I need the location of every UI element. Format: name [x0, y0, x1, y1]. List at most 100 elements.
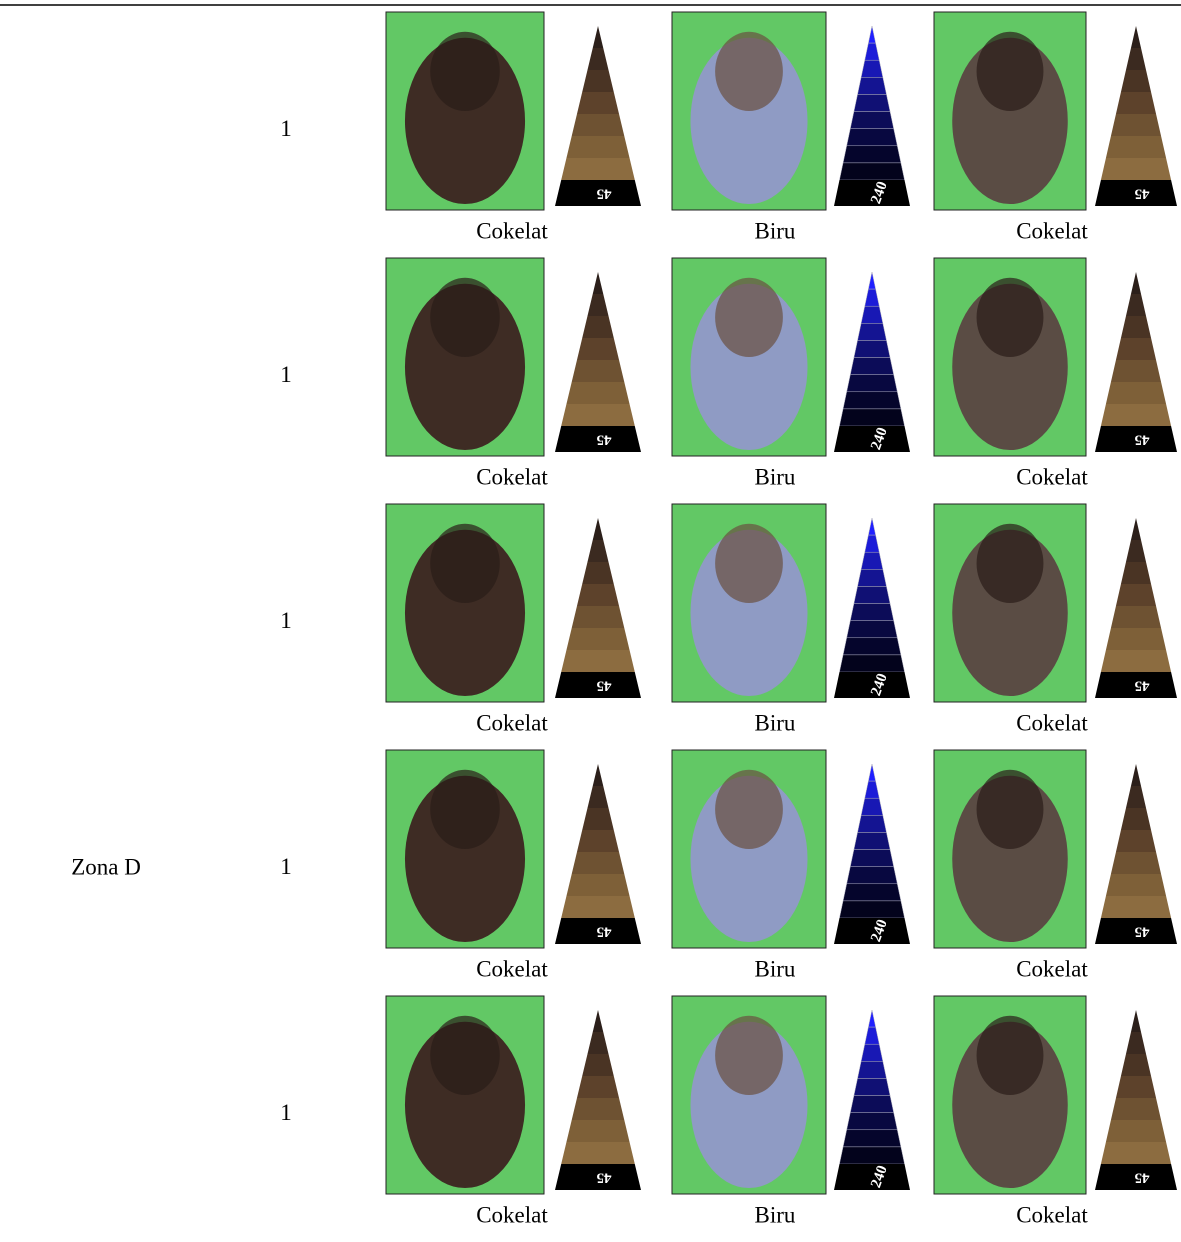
table: Zona D 145Cokelat240Biru45Cokelat145Coke… [0, 0, 1181, 1237]
scale-band [1106, 628, 1166, 650]
photo-detail [430, 278, 500, 357]
scale-band [1131, 518, 1141, 540]
color-label: Biru [755, 1202, 796, 1227]
scale-band [1126, 294, 1146, 316]
scale-band [847, 375, 898, 392]
scale-band [1131, 26, 1141, 48]
photo-detail [715, 524, 783, 603]
scale-band [850, 850, 893, 867]
scale-band [582, 70, 614, 92]
scale-band [1121, 70, 1151, 92]
scale-label: 45 [597, 1170, 612, 1186]
scale-band [850, 1096, 893, 1113]
scale-band [582, 1054, 614, 1076]
scale-band [1126, 1032, 1146, 1054]
scale-band [858, 1061, 887, 1078]
scale-label: 45 [1135, 432, 1150, 448]
scale-band [1101, 158, 1171, 180]
crab-photo [672, 258, 826, 456]
scale-band [572, 606, 625, 628]
scale-band [843, 146, 901, 163]
scale-band [1121, 808, 1151, 830]
scale-band [577, 92, 619, 114]
color-scale: 45 [555, 1010, 641, 1190]
photo-detail [430, 32, 500, 111]
crab-photo [386, 750, 544, 948]
photo-detail [430, 770, 500, 849]
scale-band [861, 60, 883, 77]
scale-band [847, 1113, 898, 1130]
scale-band [865, 781, 879, 798]
scale-band [566, 874, 629, 896]
scale-label: 45 [597, 186, 612, 202]
scale-band [587, 1032, 608, 1054]
scale-band [1116, 584, 1156, 606]
scale-label: 45 [597, 678, 612, 694]
color-scale: 45 [1095, 272, 1177, 452]
color-label: Cokelat [476, 710, 548, 735]
color-scale: 240 [834, 764, 910, 944]
color-label: Cokelat [1016, 464, 1088, 489]
scale-band [868, 272, 875, 289]
color-label: Cokelat [1016, 218, 1088, 243]
scale-band [593, 518, 604, 540]
scale-band [865, 1027, 879, 1044]
scale-band [868, 1010, 875, 1027]
scale-band [587, 786, 608, 808]
scale-band [561, 158, 635, 180]
color-scale: 45 [1095, 1010, 1177, 1190]
photo-detail [977, 278, 1044, 357]
scale-band [1111, 114, 1161, 136]
scale-band [593, 764, 604, 786]
scale-band [861, 306, 883, 323]
scale-band [566, 136, 629, 158]
scale-band [1131, 764, 1141, 786]
scale-band [1126, 48, 1146, 70]
scale-band [572, 360, 625, 382]
scale-band [865, 289, 879, 306]
scale-band [1126, 786, 1146, 808]
photo-detail [430, 524, 500, 603]
scale-band [1111, 360, 1161, 382]
crab-photo [386, 12, 544, 210]
scale-label: 45 [597, 432, 612, 448]
color-label: Cokelat [476, 464, 548, 489]
row-number: 1 [280, 116, 292, 141]
scale-band [593, 272, 604, 294]
crab-photo [934, 12, 1086, 210]
scale-band [847, 129, 898, 146]
scale-band [577, 584, 619, 606]
scale-band [839, 655, 904, 672]
color-scale: 45 [555, 26, 641, 206]
scale-band [1111, 606, 1161, 628]
scale-band [577, 1076, 619, 1098]
photo-detail [715, 278, 783, 357]
color-scale: 45 [555, 764, 641, 944]
scale-band [843, 1130, 901, 1147]
scale-band [1116, 338, 1156, 360]
scale-band [587, 540, 608, 562]
scale-band [868, 764, 875, 781]
scale-band [587, 48, 608, 70]
scale-band [843, 392, 901, 409]
scale-band [566, 628, 629, 650]
scale-band [572, 114, 625, 136]
scale-band [1116, 1076, 1156, 1098]
scale-band [582, 316, 614, 338]
crab-photo [934, 996, 1086, 1194]
color-label: Biru [755, 464, 796, 489]
photo-detail [715, 1016, 783, 1095]
scale-band [868, 518, 875, 535]
crab-photo [934, 750, 1086, 948]
crab-photo [672, 750, 826, 948]
color-label: Cokelat [1016, 956, 1088, 981]
photo-detail [715, 32, 783, 111]
color-label: Cokelat [476, 218, 548, 243]
crab-photo [934, 258, 1086, 456]
scale-band [1116, 830, 1156, 852]
scale-label: 45 [597, 924, 612, 940]
scale-band [847, 867, 898, 884]
scale-band [561, 896, 635, 918]
scale-band [566, 382, 629, 404]
scale-band [858, 569, 887, 586]
